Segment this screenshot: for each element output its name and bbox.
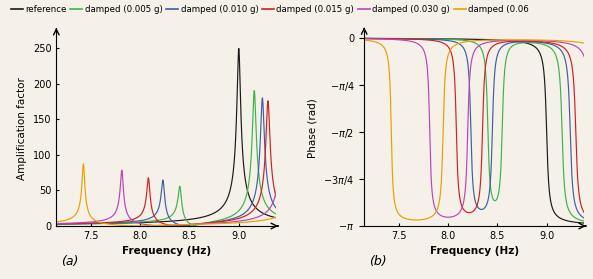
Line: damped (0.010 g): damped (0.010 g) [56, 98, 276, 226]
Line: damped (0.015 g): damped (0.015 g) [56, 101, 276, 226]
damped (0.030 g) [228, 220, 235, 224]
damped (0.015 g) [264, 99, 272, 102]
Y-axis label: Phase (rad): Phase (rad) [308, 98, 318, 158]
X-axis label: Frequency (Hz): Frequency (Hz) [429, 246, 519, 256]
damped (0.030 g) [183, 223, 190, 226]
reference [53, 222, 60, 226]
damped (0.015 g) [183, 223, 190, 227]
reference [228, 184, 235, 187]
damped (0.06 [273, 215, 280, 219]
Line: damped (0.030 g): damped (0.030 g) [56, 170, 276, 226]
Line: damped (0.005 g): damped (0.005 g) [56, 91, 276, 225]
damped (0.005 g) [273, 212, 280, 216]
damped (0.030 g) [193, 222, 200, 226]
Line: damped (0.06: damped (0.06 [56, 164, 276, 226]
damped (0.015 g) [53, 222, 60, 225]
damped (0.005 g) [193, 223, 200, 227]
damped (0.010 g) [193, 223, 200, 226]
damped (0.010 g) [132, 220, 139, 223]
damped (0.010 g) [53, 222, 60, 226]
reference [132, 221, 139, 224]
reference [216, 208, 223, 211]
damped (0.06 [80, 162, 87, 165]
damped (0.005 g) [183, 218, 190, 222]
damped (0.06 [53, 220, 60, 223]
damped (0.005 g) [191, 224, 198, 227]
damped (0.015 g) [171, 224, 178, 227]
damped (0.030 g) [273, 189, 280, 193]
reference [193, 217, 200, 220]
damped (0.015 g) [273, 196, 280, 199]
damped (0.010 g) [259, 96, 266, 100]
damped (0.015 g) [132, 217, 139, 220]
damped (0.030 g) [64, 222, 71, 225]
reference [64, 222, 71, 226]
damped (0.06 [183, 223, 190, 226]
Y-axis label: Amplification factor: Amplification factor [17, 77, 27, 180]
damped (0.010 g) [273, 206, 280, 210]
damped (0.06 [132, 224, 139, 228]
damped (0.010 g) [64, 222, 71, 225]
damped (0.010 g) [228, 217, 235, 221]
Legend: reference, damped (0.005 g), damped (0.010 g), damped (0.015 g), damped (0.030 g: reference, damped (0.005 g), damped (0.0… [7, 1, 533, 17]
Text: (a): (a) [60, 255, 78, 268]
reference [273, 216, 280, 220]
damped (0.015 g) [216, 220, 223, 223]
damped (0.030 g) [132, 220, 139, 224]
Line: reference: reference [56, 49, 276, 224]
reference [183, 218, 190, 222]
damped (0.005 g) [251, 89, 258, 92]
X-axis label: Frequency (Hz): Frequency (Hz) [122, 246, 211, 256]
damped (0.005 g) [132, 221, 139, 224]
damped (0.030 g) [53, 222, 60, 225]
damped (0.010 g) [183, 224, 190, 227]
damped (0.005 g) [216, 218, 223, 222]
damped (0.030 g) [216, 221, 223, 225]
damped (0.015 g) [64, 222, 71, 225]
Text: (b): (b) [369, 255, 386, 268]
damped (0.015 g) [228, 218, 235, 222]
damped (0.005 g) [228, 215, 235, 218]
damped (0.06 [216, 222, 223, 225]
damped (0.010 g) [216, 220, 223, 223]
damped (0.015 g) [193, 222, 200, 226]
damped (0.010 g) [181, 224, 188, 227]
damped (0.06 [193, 223, 200, 226]
damped (0.005 g) [53, 222, 60, 226]
damped (0.030 g) [157, 224, 164, 228]
damped (0.005 g) [64, 222, 71, 225]
reference [235, 47, 243, 50]
damped (0.06 [64, 218, 71, 222]
damped (0.06 [132, 224, 139, 228]
damped (0.030 g) [118, 169, 125, 172]
damped (0.06 [228, 222, 235, 225]
